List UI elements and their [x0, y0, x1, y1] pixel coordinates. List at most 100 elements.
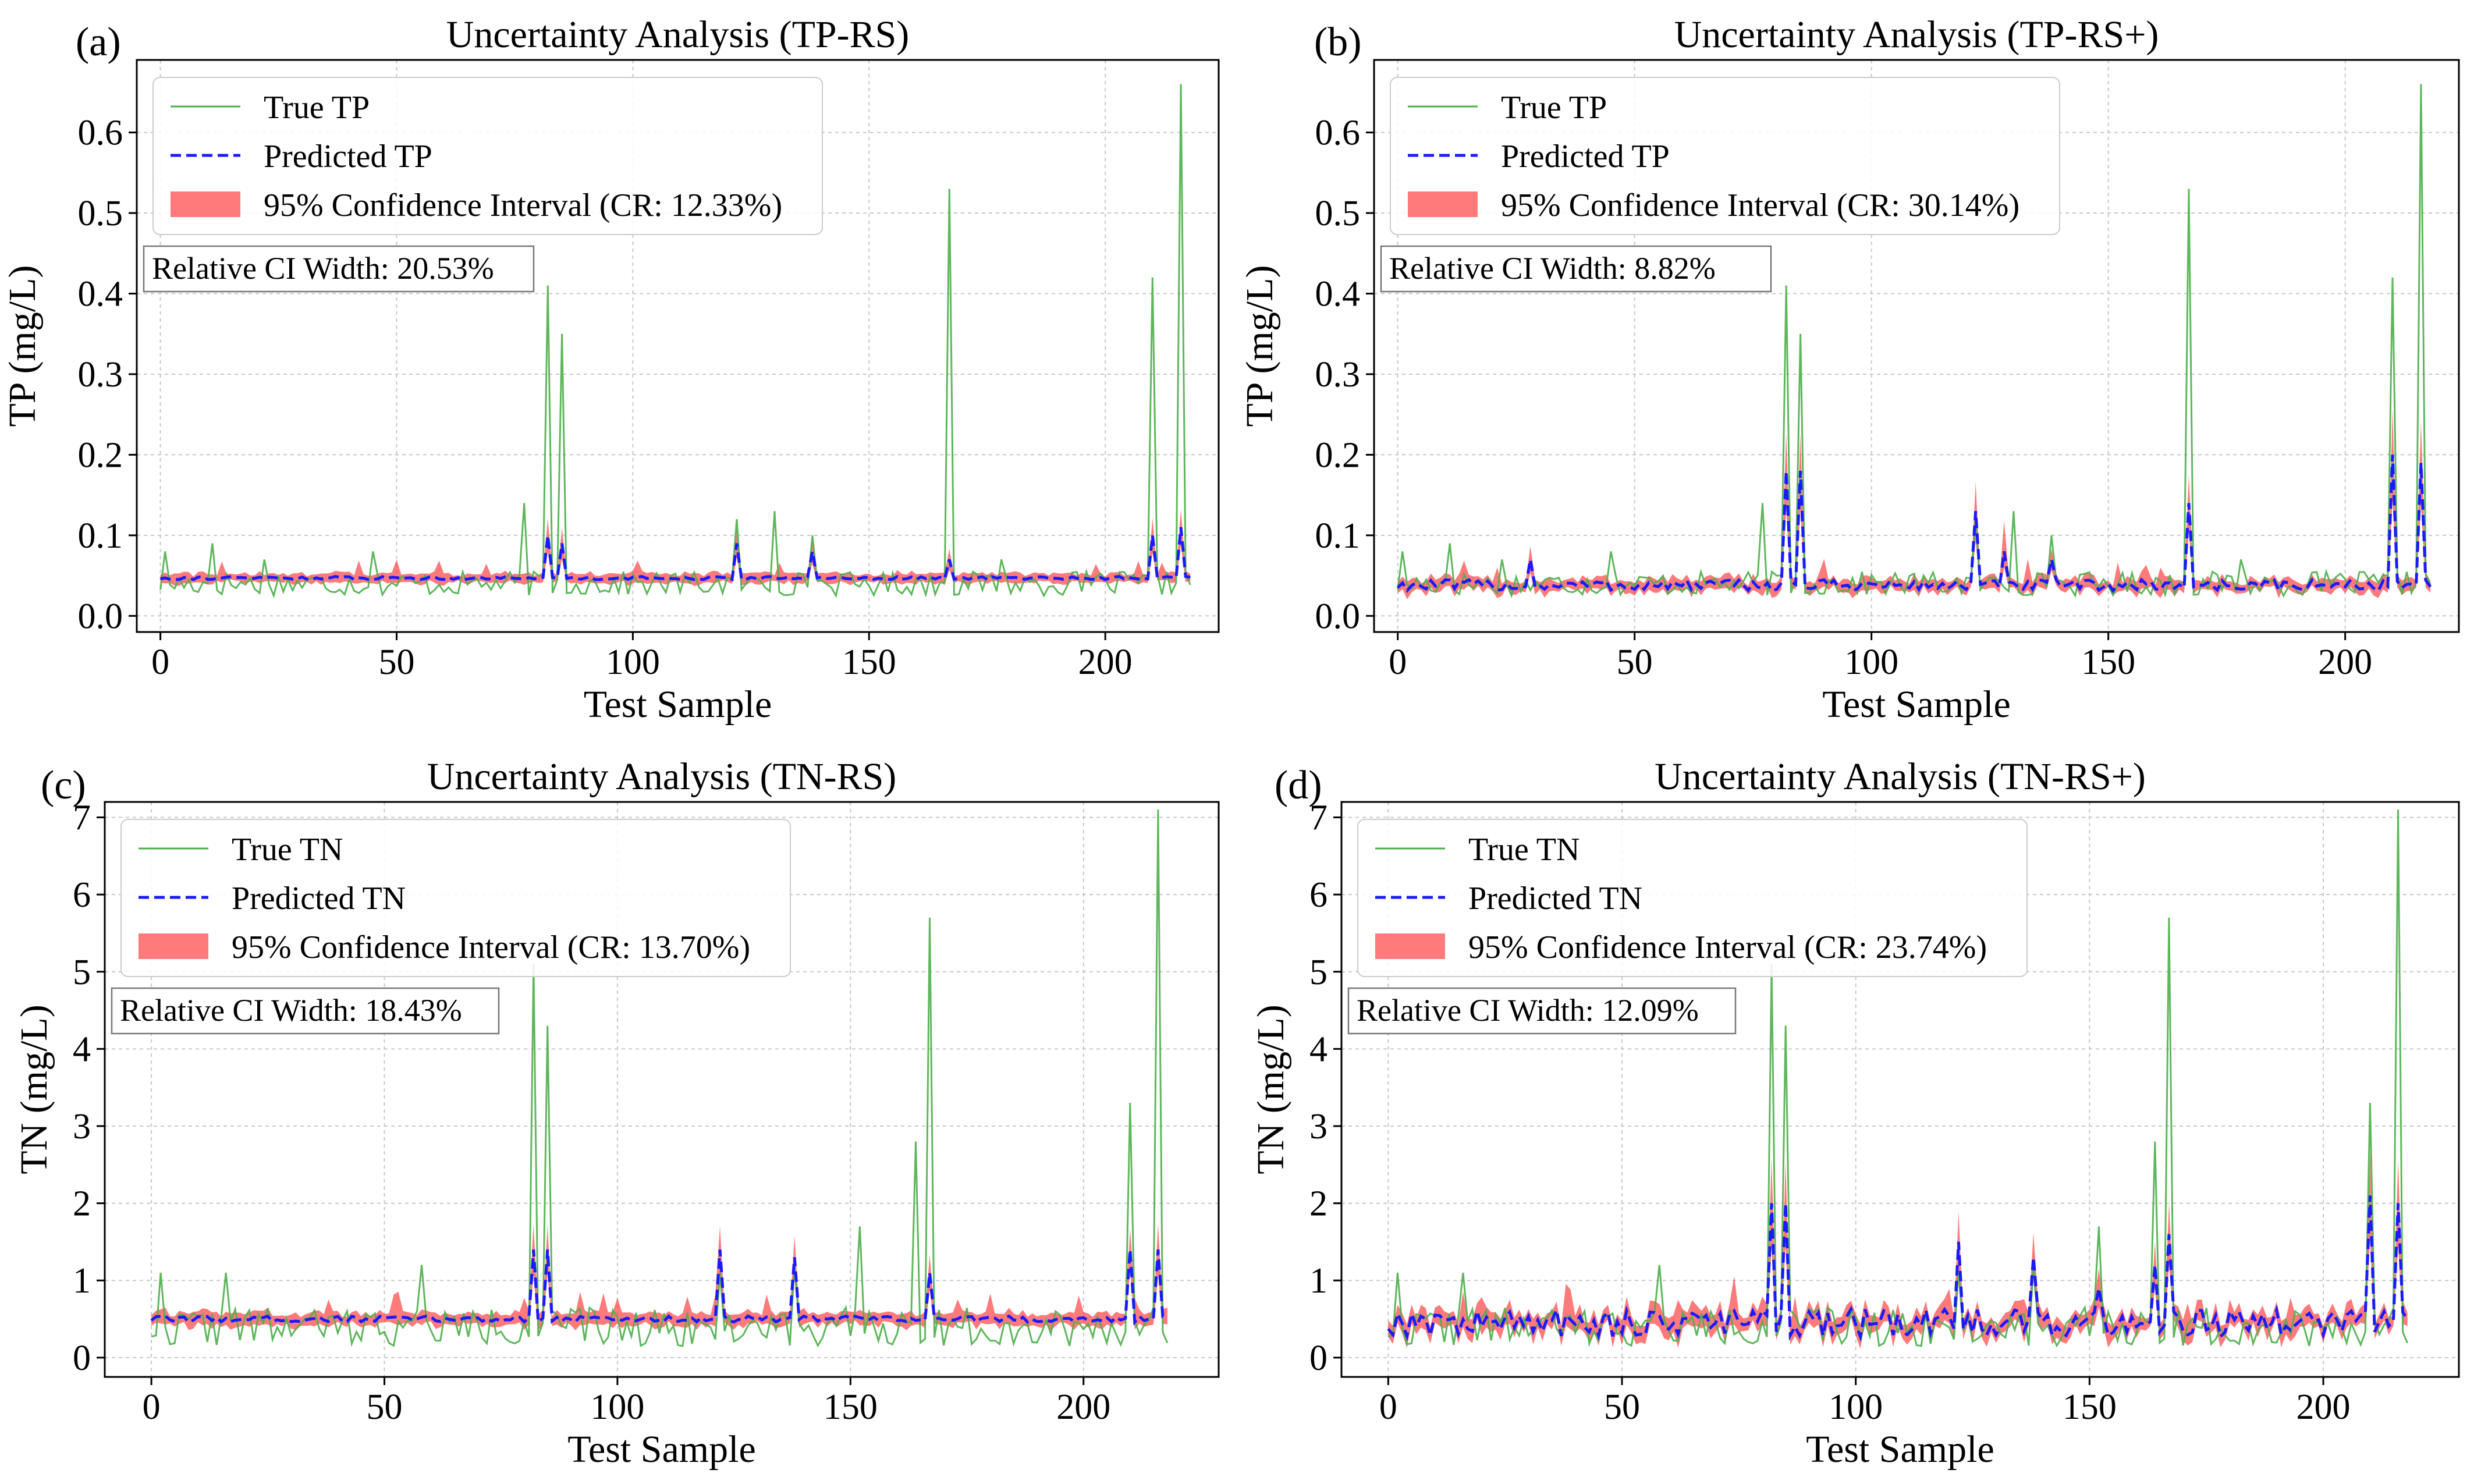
legend-box [1390, 77, 2060, 235]
x-tick-label: 100 [1829, 1387, 1883, 1427]
legend: True TN Predicted TN 95% Confidence Interv… [1357, 819, 2028, 977]
y-tick-label: 0.6 [1315, 113, 1361, 153]
annotation-box [143, 245, 535, 293]
y-tick-label: 0.4 [78, 275, 123, 314]
x-tick-label: 0 [151, 642, 169, 682]
legend-entry: 95% Confidence Interval (CR: 23.74%) [1468, 929, 1987, 965]
legend-entry: Predicted TN [1468, 881, 1642, 917]
y-tick-label: 3 [73, 1107, 91, 1146]
y-axis-label: TN (mg/L) [1250, 1004, 1292, 1174]
legend-box [152, 77, 823, 235]
legend-entry: True TN [1468, 832, 1579, 868]
predicted-series-line [1396, 455, 2432, 594]
y-tick-label: 2 [1309, 1184, 1327, 1224]
confidence-interval-band [151, 1224, 1167, 1330]
y-tick-label: 0.1 [1315, 516, 1361, 556]
x-axis-label: Test Sample [1806, 1428, 1994, 1471]
y-tick-label: 0.3 [78, 355, 123, 395]
plot-frame [104, 801, 1220, 1378]
y-tick-label: 0.3 [1315, 355, 1361, 395]
chart-title: Uncertainty Analysis (TN-RS+) [1655, 755, 2146, 798]
x-tick-label: 50 [1604, 1387, 1640, 1427]
x-tick-label: 150 [2063, 1387, 2117, 1427]
chart-title: Uncertainty Analysis (TP-RS) [446, 13, 910, 56]
predicted-series-line [150, 1249, 1168, 1326]
y-tick-label: 0 [73, 1339, 91, 1378]
y-tick-label: 0.6 [78, 113, 123, 153]
legend-entry: Predicted TP [264, 139, 432, 175]
y-axis-label: TP (mg/L) [1, 265, 44, 427]
x-tick-label: 150 [824, 1387, 878, 1427]
x-tick-label: 0 [1389, 642, 1407, 682]
y-tick-label: 5 [73, 953, 91, 992]
x-tick-label: 200 [2318, 642, 2372, 682]
x-tick-label: 200 [1056, 1387, 1110, 1427]
y-tick-label: 6 [73, 875, 91, 915]
plot-frame [136, 59, 1220, 633]
y-tick-label: 6 [1309, 875, 1327, 915]
panel-label: (b) [1314, 20, 1362, 65]
plot-frame [1340, 801, 2460, 1378]
legend-entry: Predicted TN [232, 881, 406, 917]
x-tick-label: 50 [367, 1387, 403, 1427]
legend-entry: True TN [232, 832, 343, 868]
y-tick-label: 0.5 [78, 194, 123, 233]
y-axis-label: TN (mg/L) [13, 1004, 55, 1174]
true-series-line [151, 810, 1169, 1348]
legend-entry: Predicted TP [1501, 139, 1670, 175]
x-tick-label: 100 [606, 642, 660, 682]
y-tick-label: 4 [1309, 1029, 1327, 1069]
y-tick-label: 0.0 [78, 597, 123, 636]
panel-b: (b) Uncertainty Analysis (TP-RS+) 0 50 100 15… [1238, 13, 2460, 726]
legend-entry: True TP [264, 90, 370, 126]
y-tick-label: 0.4 [1315, 275, 1361, 314]
x-tick-label: 100 [590, 1387, 644, 1427]
y-tick-label: 0.1 [78, 516, 123, 556]
relative-ci-width-annotation: Relative CI Width: 12.09% [1357, 993, 1699, 1028]
y-tick-label: 0 [1309, 1339, 1327, 1378]
x-tick-label: 200 [1078, 642, 1133, 682]
x-axis-label: Test Sample [1822, 683, 2011, 726]
legend-entry: 95% Confidence Interval (CR: 13.70%) [232, 929, 750, 965]
x-tick-label: 50 [1617, 642, 1653, 682]
annotation-box [1347, 987, 1737, 1035]
annotation-box [111, 987, 500, 1035]
x-tick-label: 150 [2081, 642, 2135, 682]
y-tick-label: 0.2 [78, 435, 123, 475]
y-tick-label: 7 [73, 798, 91, 838]
y-tick-label: 0.2 [1315, 435, 1361, 475]
confidence-interval-band [1397, 409, 2431, 599]
legend-ci-swatch [1408, 191, 1478, 217]
x-tick-label: 50 [378, 642, 414, 682]
legend-ci-swatch [1375, 933, 1445, 959]
y-tick-label: 0.0 [1315, 597, 1361, 636]
legend-entry: 95% Confidence Interval (CR: 30.14%) [1501, 187, 2019, 223]
panel-c: (c) Uncertainty Analysis (TN-RS)0 50 100 150… [13, 755, 1220, 1471]
chart-title: Uncertainty Analysis (TN-RS) [427, 755, 897, 798]
predicted-series-line [1387, 1195, 2409, 1342]
chart-title: Uncertainty Analysis (TP-RS+) [1674, 13, 2159, 56]
panel-label: (c) [41, 763, 86, 808]
y-tick-label: 7 [1309, 798, 1327, 838]
annotation-box [1380, 245, 1772, 293]
relative-ci-width-annotation: Relative CI Width: 8.82% [1389, 251, 1716, 286]
legend-box [1357, 819, 2028, 977]
relative-ci-width-annotation: Relative CI Width: 18.43% [120, 993, 462, 1028]
legend-entry: 95% Confidence Interval (CR: 12.33%) [264, 187, 782, 223]
plot-frame [1373, 59, 2460, 633]
panel-a: (a) Uncertainty Analysis (TP-RS) 0 50 100 150… [1, 13, 1220, 726]
predicted-series-line [160, 527, 1191, 582]
x-tick-label: 0 [1379, 1387, 1397, 1427]
legend-ci-swatch [171, 191, 240, 217]
legend-ci-swatch [139, 933, 208, 959]
y-tick-label: 2 [73, 1184, 91, 1224]
y-tick-label: 0.5 [1315, 194, 1361, 233]
x-tick-label: 100 [1844, 642, 1898, 682]
x-tick-label: 0 [143, 1387, 161, 1427]
y-tick-label: 5 [1309, 953, 1327, 992]
relative-ci-width-annotation: Relative CI Width: 20.53% [152, 251, 494, 286]
legend: True TP Predicted TP 95% Confidence Interv… [152, 77, 823, 235]
legend: True TP Predicted TP 95% Confidence Interv… [1390, 77, 2060, 235]
y-tick-label: 1 [1309, 1261, 1327, 1301]
